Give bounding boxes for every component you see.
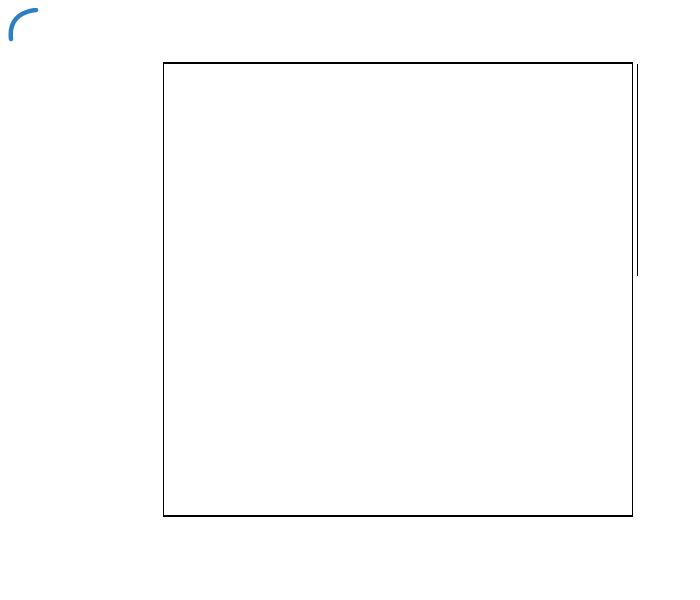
y-axis-labels bbox=[118, 62, 158, 517]
ionogram-plot bbox=[163, 62, 633, 517]
lowell-digisonde-logo bbox=[6, 8, 124, 42]
legend-axis-line bbox=[637, 64, 638, 276]
plot-data bbox=[163, 62, 633, 517]
x-axis-labels bbox=[163, 524, 633, 544]
logo-arc-icon bbox=[8, 8, 39, 42]
